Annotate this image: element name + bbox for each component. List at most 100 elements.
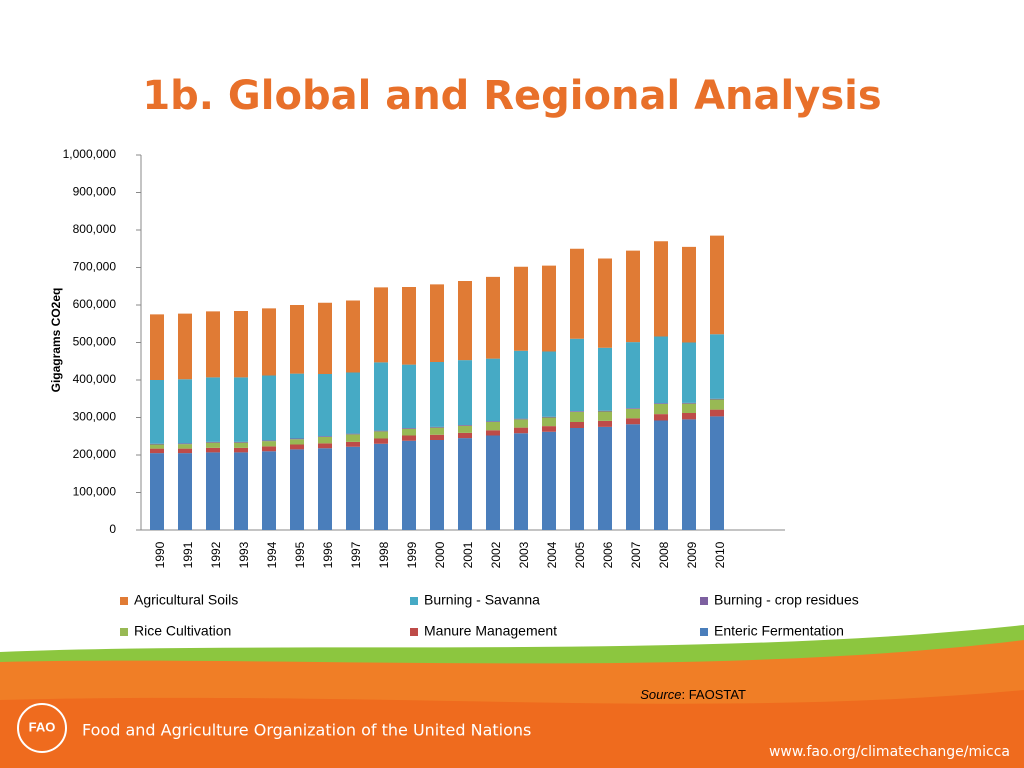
- source-text: : FAOSTAT: [681, 687, 746, 702]
- y-tick-label: 900,000: [73, 185, 117, 199]
- x-tick-label: 2003: [517, 541, 531, 568]
- bar-segment: [654, 241, 668, 337]
- bar-segment: [402, 435, 416, 441]
- bar-segment: [318, 448, 332, 530]
- bar-segment: [206, 442, 220, 448]
- bar-segment: [430, 284, 444, 362]
- bar-segment: [206, 447, 220, 453]
- x-tick-label: 2000: [433, 541, 447, 568]
- bar-segment: [458, 438, 472, 530]
- bar-segment: [682, 342, 696, 403]
- bar-segment: [598, 258, 612, 348]
- bar-segment: [570, 411, 584, 412]
- bar-segment: [346, 446, 360, 530]
- bar-segment: [542, 351, 556, 417]
- bar-segment: [514, 418, 528, 420]
- legend-label: Agricultural Soils: [134, 592, 238, 608]
- bar-segment: [458, 425, 472, 433]
- y-axis-title: Gigagrams CO2eq: [49, 288, 63, 393]
- bar-segment: [626, 408, 640, 409]
- bar-segment: [290, 373, 304, 439]
- bar-segment: [346, 441, 360, 447]
- bar-segment: [430, 362, 444, 427]
- bar-segment: [262, 446, 276, 452]
- bar-segment: [178, 453, 192, 530]
- bar-segment: [402, 440, 416, 530]
- bar-segment: [598, 410, 612, 412]
- bar-segment: [262, 375, 276, 441]
- bar-segment: [542, 416, 556, 418]
- bar-segment: [598, 420, 612, 427]
- x-tick-label: 1997: [349, 541, 363, 568]
- x-tick-label: 1992: [209, 541, 223, 568]
- y-tick-label: 300,000: [73, 410, 117, 424]
- footer-url: www.fao.org/climatechange/micca: [769, 744, 1010, 760]
- x-tick-label: 1999: [405, 541, 419, 568]
- bar-segment: [262, 441, 276, 447]
- bar-segment: [626, 342, 640, 409]
- bar-segment: [458, 360, 472, 425]
- bar-segment: [542, 417, 556, 427]
- y-tick-label: 100,000: [73, 485, 117, 499]
- x-tick-label: 1996: [321, 541, 335, 568]
- bar-segment: [486, 358, 500, 422]
- bar-segment: [150, 448, 164, 454]
- bar-segment: [682, 246, 696, 343]
- legend-label: Rice Cultivation: [134, 623, 231, 639]
- bar-segment: [710, 235, 724, 335]
- bar-segment: [598, 411, 612, 421]
- bar-segment: [682, 402, 696, 404]
- y-tick-label: 700,000: [73, 260, 117, 274]
- source-label: Source: [640, 687, 681, 702]
- bar-segment: [542, 265, 556, 352]
- bar-segment: [542, 426, 556, 432]
- bar-segment: [318, 436, 332, 437]
- y-tick-label: 600,000: [73, 297, 117, 311]
- bar-segment: [430, 440, 444, 530]
- x-tick-label: 1998: [377, 541, 391, 568]
- bar-segment: [486, 421, 500, 422]
- bar-segment: [430, 426, 444, 428]
- source-note: Source: FAOSTAT: [640, 687, 746, 702]
- bar-segment: [654, 403, 668, 404]
- bar-segment: [402, 287, 416, 365]
- bar-segment: [514, 350, 528, 419]
- bar-segment: [710, 398, 724, 400]
- bar-segment: [542, 431, 556, 530]
- bar-segment: [150, 380, 164, 444]
- bar-segment: [290, 439, 304, 445]
- legend-label: Burning - crop residues: [714, 592, 859, 608]
- bar-segment: [150, 444, 164, 449]
- bar-segment: [374, 443, 388, 530]
- bar-segment: [682, 419, 696, 530]
- bar-segment: [346, 300, 360, 373]
- x-tick-label: 2008: [657, 541, 671, 568]
- bar-segment: [654, 336, 668, 404]
- bar-segment: [570, 338, 584, 412]
- bar-segment: [234, 441, 248, 443]
- bar-segment: [430, 427, 444, 435]
- bar-segment: [626, 424, 640, 530]
- bar-segment: [514, 266, 528, 351]
- legend-label: Enteric Fermentation: [714, 623, 844, 639]
- y-tick-label: 800,000: [73, 222, 117, 236]
- bar-segment: [598, 347, 612, 411]
- bar-segment: [346, 434, 360, 442]
- bar-segment: [570, 422, 584, 428]
- bar-segment: [486, 422, 500, 431]
- footer-decoration: FAO: [0, 625, 1024, 768]
- bar-segment: [682, 403, 696, 413]
- bar-segment: [178, 379, 192, 444]
- legend-swatch: [120, 597, 128, 605]
- bar-segment: [626, 418, 640, 425]
- bar-segment: [626, 250, 640, 343]
- bar-segment: [374, 287, 388, 363]
- bar-segment: [514, 427, 528, 434]
- bar-segment: [234, 452, 248, 530]
- bar-segment: [234, 311, 248, 378]
- bar-segment: [262, 451, 276, 530]
- bar-segment: [710, 416, 724, 530]
- bar-segment: [458, 432, 472, 439]
- bar-segment: [234, 442, 248, 448]
